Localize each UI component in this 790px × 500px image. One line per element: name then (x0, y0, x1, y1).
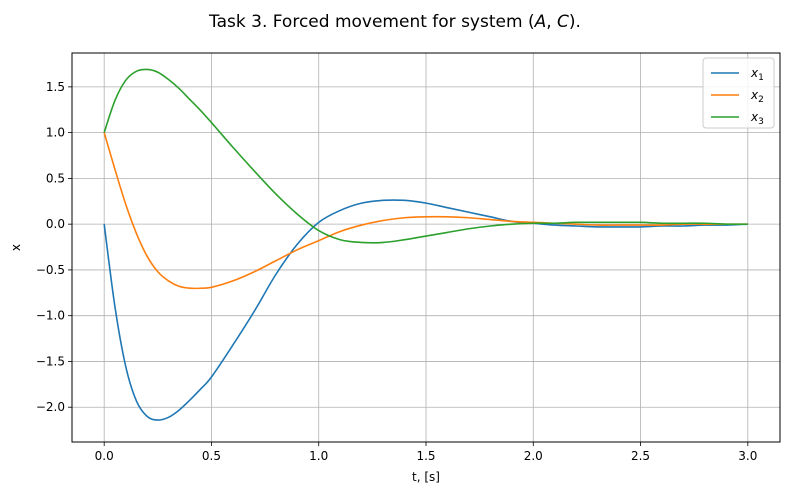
x-tick-label: 0.0 (95, 449, 114, 463)
x-axis-label: t, [s] (412, 470, 440, 484)
series-line-x1 (103, 199, 748, 421)
y-tick-label: 0.5 (46, 171, 65, 185)
y-tick-label: 1.5 (46, 80, 65, 94)
y-tick-label: −2.0 (36, 400, 65, 414)
series-line-x3 (103, 68, 748, 244)
x-tick-label: 1.5 (416, 449, 435, 463)
legend-label: x3 (750, 110, 764, 127)
legend: x1 x2 x3 (702, 57, 775, 129)
x-tick-label: 0.5 (202, 449, 221, 463)
y-tick-label: −0.5 (36, 263, 65, 277)
x-tick-label: 1.0 (309, 449, 328, 463)
series-lines (103, 68, 748, 421)
x-tick-label: 2.0 (524, 449, 543, 463)
axis-ticks: 0.0 0.5 1.0 1.5 2.0 2.5 3.0 1.5 1.0 0.5 0.0 −0.5 −1.… (36, 80, 758, 463)
legend-label: x2 (750, 88, 764, 105)
chart-title: Task 3. Forced movement for system (A, C… (208, 12, 581, 32)
legend-box (702, 57, 775, 129)
legend-label: x1 (750, 66, 764, 83)
x-tick-label: 3.0 (738, 449, 757, 463)
x-tick-label: 2.5 (631, 449, 650, 463)
y-tick-label: 0.0 (46, 217, 65, 231)
series-line-x2 (103, 132, 748, 290)
y-tick-label: 1.0 (46, 126, 65, 140)
y-axis-label: x (9, 244, 23, 251)
y-tick-label: −1.5 (36, 354, 65, 368)
grid (72, 53, 780, 442)
y-tick-label: −1.0 (36, 309, 65, 323)
